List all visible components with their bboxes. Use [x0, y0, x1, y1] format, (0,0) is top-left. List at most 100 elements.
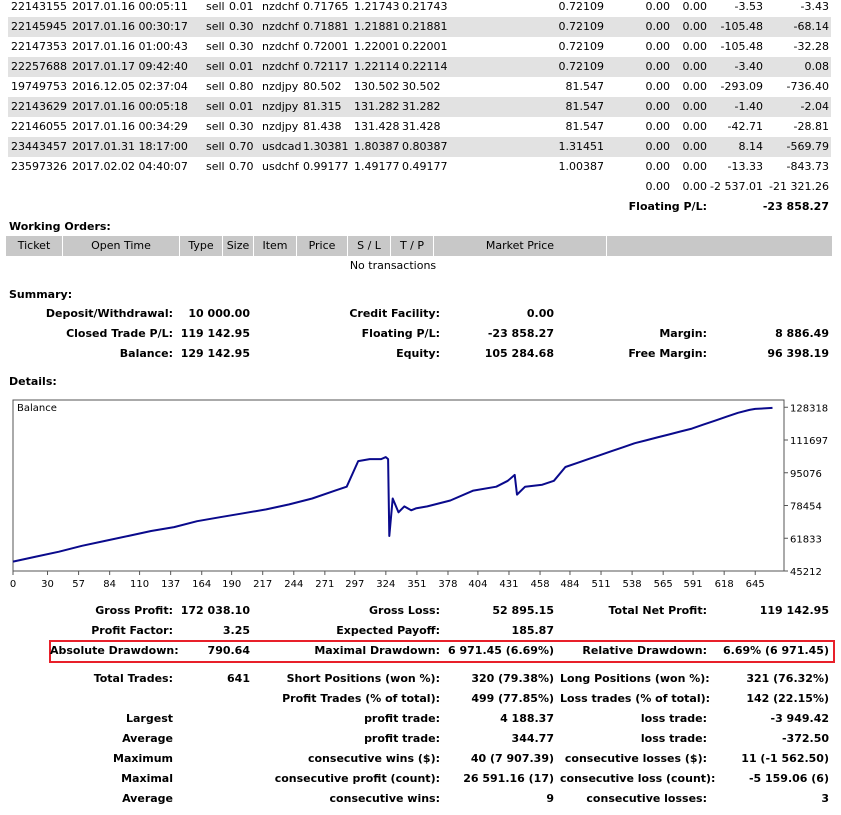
position-size: 0.30 — [229, 20, 254, 33]
position-type: sell — [206, 140, 225, 153]
y-tick-label: 61833 — [790, 534, 822, 545]
x-tick-label: 30 — [41, 579, 54, 590]
position-time: 2016.12.05 02:37:04 — [72, 80, 188, 93]
y-tick-label: 128318 — [790, 403, 828, 414]
position-item: usdchf — [262, 160, 299, 173]
no-transactions-text: No transactions — [349, 259, 437, 272]
position-size: 0.01 — [229, 60, 254, 73]
position-ticket: 23443457 — [11, 140, 67, 153]
balance-label: Balance: — [119, 347, 173, 360]
profit-factor-label: Profit Factor: — [91, 624, 173, 637]
avg-loss-label: loss trade: — [640, 732, 707, 745]
position-profit: -843.73 — [786, 160, 829, 173]
position-open: 81.315 — [303, 100, 342, 113]
x-tick-label: 190 — [222, 579, 241, 590]
largest-profit-label: profit trade: — [364, 712, 440, 725]
position-size: 0.70 — [229, 160, 254, 173]
x-tick-label: 404 — [468, 579, 487, 590]
position-type: sell — [206, 120, 225, 133]
gross-loss-value: 52 895.15 — [492, 604, 554, 617]
free-margin-label: Free Margin: — [628, 347, 707, 360]
position-swap: -3.53 — [734, 0, 763, 13]
credit-label: Credit Facility: — [349, 307, 440, 320]
x-tick-label: 645 — [746, 579, 765, 590]
position-market: 1.00387 — [558, 160, 605, 173]
deposit-label: Deposit/Withdrawal: — [45, 307, 173, 320]
working-orders-title: Working Orders: — [9, 220, 111, 233]
abs-drawdown-value: 790.64 — [207, 644, 250, 657]
drawdown-highlight-box — [49, 640, 835, 663]
position-type: sell — [206, 60, 225, 73]
position-row: 22146055 2017.01.16 00:34:29 sell 0.30 nzdjp… — [8, 117, 831, 137]
equity-value: 105 284.68 — [484, 347, 554, 360]
summary-floating-label: Floating P/L: — [361, 327, 440, 340]
x-tick-label: 458 — [530, 579, 549, 590]
position-swap: -293.09 — [720, 80, 763, 93]
balance-chart: Balance 128318 111697 95076 78454 61833 45212 0… — [10, 399, 828, 590]
position-commission: 0.00 — [645, 20, 671, 33]
x-tick-label: 110 — [130, 579, 149, 590]
col-tp: T / P — [399, 239, 425, 252]
position-taxes: 0.00 — [682, 40, 708, 53]
total-swap: -2 537.01 — [710, 180, 763, 193]
position-taxes: 0.00 — [682, 20, 708, 33]
expected-payoff-value: 185.87 — [511, 624, 554, 637]
position-row: 22143155 2017.01.16 00:05:11 sell 0.01 nzdch… — [8, 0, 831, 17]
position-row: 19749753 2016.12.05 02:37:04 sell 0.80 nzdjp… — [8, 77, 831, 97]
position-ticket: 22257688 — [11, 60, 67, 73]
position-size: 0.80 — [229, 80, 254, 93]
position-market: 1.31451 — [558, 140, 605, 153]
long-positions-label: Long Positions (won %): — [560, 672, 710, 685]
position-sl: 1.49177 — [354, 160, 400, 173]
max-cons-losses-label: consecutive losses ($): — [564, 752, 707, 765]
total-trades-label: Total Trades: — [93, 672, 173, 685]
total-net-label: Total Net Profit: — [608, 604, 708, 617]
closed-pl-label: Closed Trade P/L: — [66, 327, 173, 340]
profit-factor-value: 3.25 — [222, 624, 250, 637]
position-profit: -569.79 — [786, 140, 829, 153]
position-sl: 1.21743 — [354, 0, 400, 13]
position-ticket: 19749753 — [11, 80, 67, 93]
position-row: 22147353 2017.01.16 01:00:43 sell 0.30 nzdch… — [8, 37, 831, 57]
floating-pl-label: Floating P/L: — [628, 200, 707, 213]
position-row: 23597326 2017.02.02 04:40:07 sell 0.70 usdch… — [8, 157, 831, 177]
deposit-value: 10 000.00 — [188, 307, 250, 320]
equity-label: Equity: — [396, 347, 440, 360]
margin-value: 8 886.49 — [775, 327, 829, 340]
position-sl: 131.282 — [354, 100, 400, 113]
position-profit: -736.40 — [786, 80, 829, 93]
position-item: nzdchf — [262, 0, 299, 13]
total-taxes: 0.00 — [682, 180, 708, 193]
col-type: Type — [188, 239, 214, 252]
avg-profit-label: profit trade: — [364, 732, 440, 745]
position-swap: -105.48 — [720, 40, 763, 53]
x-tick-label: 84 — [103, 579, 116, 590]
chart-frame — [12, 399, 785, 572]
position-open: 0.71765 — [303, 0, 349, 13]
y-tick-label: 111697 — [790, 436, 828, 447]
position-swap: 8.14 — [738, 140, 764, 153]
gross-profit-label: Gross Profit: — [95, 604, 173, 617]
position-ticket: 22147353 — [11, 40, 67, 53]
col-size: Size — [226, 239, 250, 252]
total-commission: 0.00 — [645, 180, 671, 193]
maximal-label: Maximal — [121, 772, 173, 785]
position-time: 2017.02.02 04:40:07 — [72, 160, 188, 173]
largest-loss-value: -3 949.42 — [770, 712, 830, 725]
position-tp: 0.21881 — [402, 20, 448, 33]
gross-profit-value: 172 038.10 — [180, 604, 250, 617]
position-taxes: 0.00 — [682, 160, 708, 173]
position-ticket: 22146055 — [11, 120, 67, 133]
position-commission: 0.00 — [645, 100, 671, 113]
x-tick-label: 297 — [345, 579, 364, 590]
x-tick-label: 431 — [499, 579, 518, 590]
position-size: 0.01 — [229, 100, 254, 113]
position-swap: -42.71 — [727, 120, 763, 133]
position-open: 80.502 — [303, 80, 342, 93]
details-title: Details: — [9, 375, 57, 388]
total-net-value: 119 142.95 — [759, 604, 829, 617]
x-tick-label: 511 — [591, 579, 610, 590]
position-open: 0.72117 — [303, 60, 349, 73]
expected-payoff-label: Expected Payoff: — [336, 624, 440, 637]
position-sl: 1.22114 — [354, 60, 400, 73]
